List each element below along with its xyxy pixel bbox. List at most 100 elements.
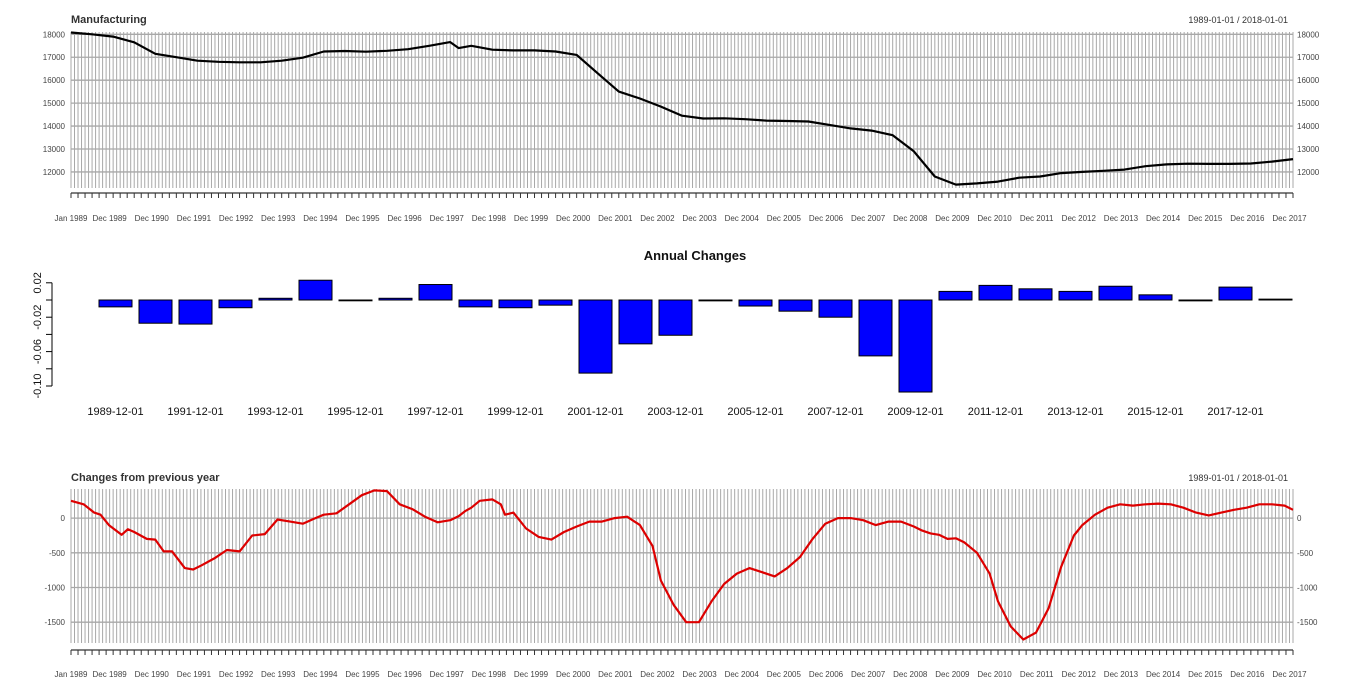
x-tick-label: Dec 2000 bbox=[556, 670, 591, 679]
y-tick-label: 17000 bbox=[43, 53, 66, 62]
manufacturing-chart: Manufacturing 1989-01-01 / 2018-01-01 12… bbox=[43, 14, 1320, 223]
bar bbox=[378, 297, 413, 301]
x-tick-label: Dec 1997 bbox=[430, 214, 465, 223]
x-tick-label: Dec 2015 bbox=[1188, 214, 1223, 223]
y-tick-label: -1000 bbox=[45, 584, 66, 593]
x-tick-label: Dec 2010 bbox=[977, 214, 1012, 223]
bar bbox=[298, 279, 333, 301]
y-tick-label: 12000 bbox=[1297, 168, 1320, 177]
x-tick-label: Dec 2005 bbox=[767, 214, 802, 223]
x-tick-label: Dec 2004 bbox=[725, 214, 760, 223]
x-tick-label: Dec 2009 bbox=[935, 670, 970, 679]
x-tick-label: Dec 1990 bbox=[135, 214, 170, 223]
x-tick-label: Dec 2011 bbox=[1020, 670, 1054, 679]
grid bbox=[70, 489, 1294, 643]
y-axis-left: 12000 13000 14000 15000 16000 17000 18000 bbox=[43, 30, 66, 177]
x-tick-label: Dec 2006 bbox=[809, 214, 844, 223]
x-tick-label: 1991-12-01 bbox=[167, 406, 223, 418]
x-tick-label: 2015-12-01 bbox=[1127, 406, 1183, 418]
y-tick-label: 18000 bbox=[43, 30, 66, 39]
x-tick-label: Dec 2008 bbox=[893, 214, 928, 223]
x-tick-label: Dec 2012 bbox=[1062, 214, 1097, 223]
x-tick-label: 1997-12-01 bbox=[407, 406, 463, 418]
y-tick-label: 16000 bbox=[1297, 76, 1320, 85]
x-tick-label: Dec 2009 bbox=[935, 214, 970, 223]
x-tick-label: Dec 1998 bbox=[472, 214, 507, 223]
y-tick-label: 14000 bbox=[1297, 122, 1320, 131]
bar bbox=[258, 297, 293, 301]
y-tick-label: 16000 bbox=[43, 76, 66, 85]
bar bbox=[1258, 298, 1293, 301]
bar bbox=[538, 299, 573, 306]
y-axis-right: -1500 -1000 -500 0 bbox=[1297, 514, 1318, 627]
y-tick-label: 0 bbox=[61, 514, 66, 523]
x-tick-label: Dec 1994 bbox=[303, 214, 338, 223]
y-tick-label: -0.02 bbox=[32, 305, 44, 330]
grid bbox=[70, 32, 1294, 188]
x-tick-label: Dec 1997 bbox=[430, 670, 465, 679]
x-tick-label: 1999-12-01 bbox=[487, 406, 543, 418]
y-tick-label: 12000 bbox=[43, 168, 66, 177]
y-axis: 0.02 -0.02 -0.06 -0.10 bbox=[32, 272, 53, 399]
x-tick-label: Dec 2008 bbox=[893, 670, 928, 679]
x-tick-label: 1989-12-01 bbox=[87, 406, 143, 418]
bar bbox=[738, 299, 773, 307]
x-tick-label: Dec 1995 bbox=[345, 214, 380, 223]
x-tick-label: Dec 2017 bbox=[1272, 670, 1307, 679]
x-tick-label: Dec 1991 bbox=[177, 214, 212, 223]
bar bbox=[858, 299, 893, 357]
x-tick-label: Dec 1994 bbox=[303, 670, 338, 679]
y-tick-label: 13000 bbox=[1297, 145, 1320, 154]
bar bbox=[138, 299, 173, 324]
y-tick-label: -1500 bbox=[1297, 618, 1318, 627]
x-tick-label: Dec 2005 bbox=[767, 670, 802, 679]
bars bbox=[98, 279, 1293, 393]
x-tick-label: Dec 2016 bbox=[1230, 670, 1265, 679]
x-tick-label: 2011-12-01 bbox=[968, 406, 1023, 418]
x-tick-label: Dec 2002 bbox=[640, 670, 675, 679]
x-tick-label: Dec 2010 bbox=[977, 670, 1012, 679]
y-tick-label: -0.06 bbox=[32, 339, 44, 364]
bar bbox=[978, 284, 1013, 301]
x-tick-label: Dec 2011 bbox=[1020, 214, 1054, 223]
x-tick-label: Dec 1993 bbox=[261, 670, 296, 679]
bar bbox=[218, 299, 253, 309]
y-tick-label: 17000 bbox=[1297, 53, 1320, 62]
x-tick-label: Dec 1989 bbox=[93, 214, 128, 223]
bar bbox=[1178, 299, 1213, 302]
y-tick-label: 18000 bbox=[1297, 30, 1320, 39]
y-tick-label: 0 bbox=[1297, 514, 1302, 523]
series-line bbox=[70, 31, 1294, 186]
chart-title: Manufacturing bbox=[71, 14, 147, 26]
chart-title: Changes from previous year bbox=[71, 472, 220, 484]
bar bbox=[778, 299, 813, 312]
changes-chart: Changes from previous year 1989-01-01 / … bbox=[45, 472, 1318, 679]
date-range-label: 1989-01-01 / 2018-01-01 bbox=[1188, 15, 1288, 25]
bar bbox=[658, 299, 693, 336]
x-tick-label: Dec 2014 bbox=[1146, 214, 1181, 223]
x-tick-label: Dec 1992 bbox=[219, 670, 254, 679]
bar bbox=[698, 299, 733, 302]
x-tick-label: 2003-12-01 bbox=[647, 406, 703, 418]
y-tick-label: -1500 bbox=[45, 618, 66, 627]
x-tick-label: Dec 2015 bbox=[1188, 670, 1223, 679]
x-tick-label: Jan 1989 bbox=[55, 214, 88, 223]
x-tick-label: 1993-12-01 bbox=[247, 406, 303, 418]
y-tick-label: 13000 bbox=[43, 145, 66, 154]
x-tick-label: Dec 2001 bbox=[598, 670, 633, 679]
x-tick-label: Dec 1991 bbox=[177, 670, 212, 679]
x-tick-label: Dec 1993 bbox=[261, 214, 296, 223]
x-tick-label: Jan 1989 bbox=[55, 670, 88, 679]
x-tick-label: Dec 2013 bbox=[1104, 214, 1139, 223]
bar bbox=[98, 299, 133, 308]
x-axis: Jan 1989 Dec 1989 Dec 1990 Dec 1991 Dec 1992… bbox=[55, 649, 1307, 679]
x-tick-label: Dec 2002 bbox=[640, 214, 675, 223]
y-tick-label: -0.10 bbox=[32, 373, 44, 398]
bar bbox=[178, 299, 213, 325]
annual-changes-chart: Annual Changes 0.02 -0.02 -0.06 -0.10 1989-… bbox=[32, 248, 1293, 418]
bar bbox=[1098, 285, 1133, 301]
y-tick-label: -500 bbox=[1297, 549, 1314, 558]
y-axis-left: -1500 -1000 -500 0 bbox=[45, 514, 66, 627]
bar bbox=[1138, 294, 1173, 301]
